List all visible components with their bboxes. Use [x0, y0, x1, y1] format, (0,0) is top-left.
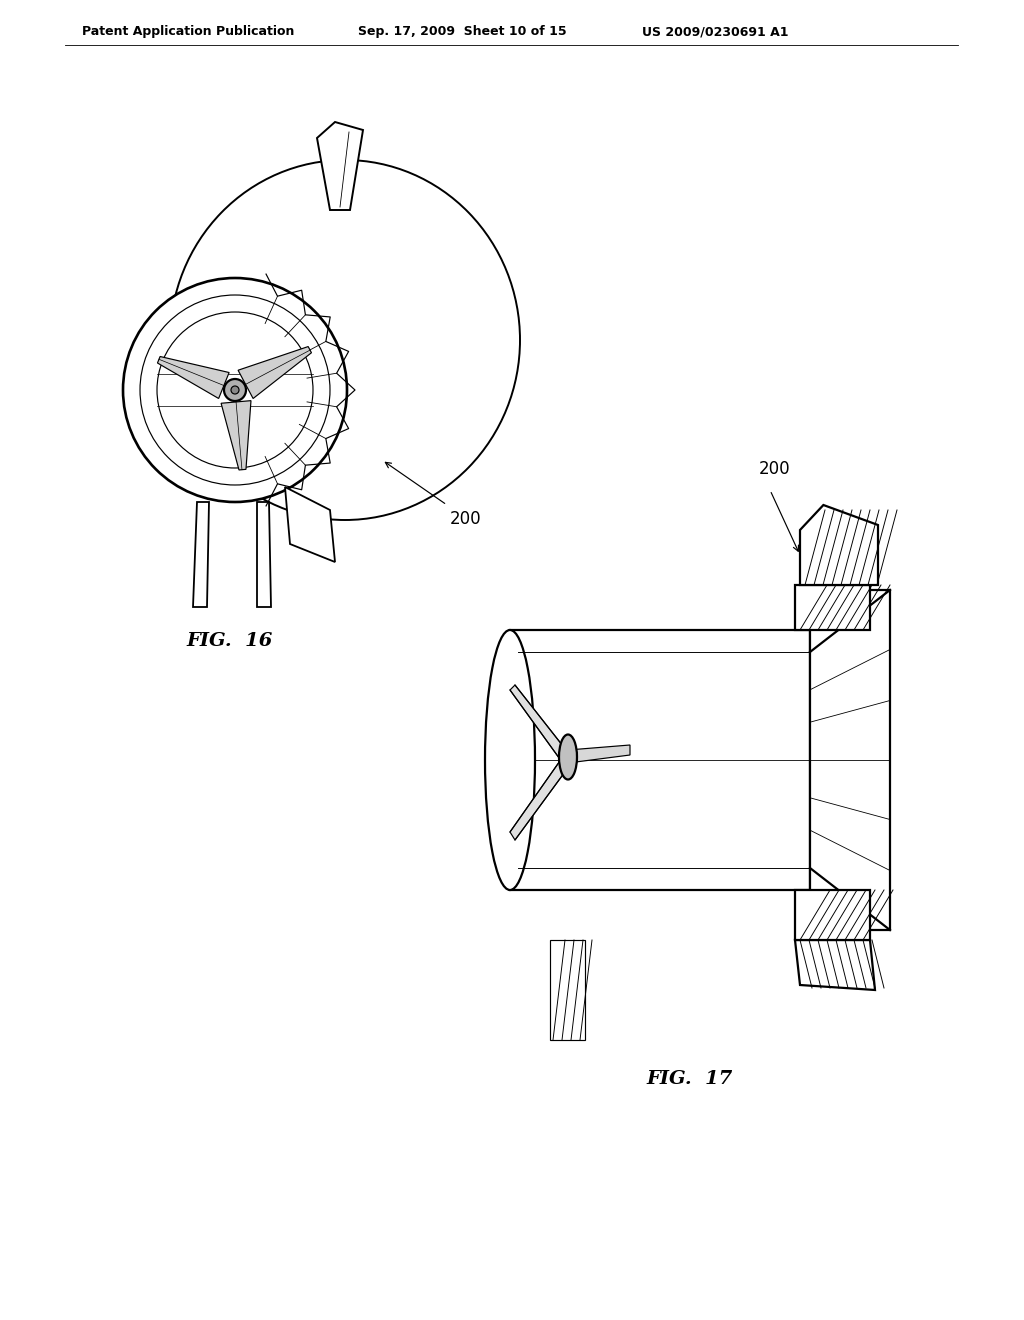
Ellipse shape [157, 312, 313, 469]
Text: Patent Application Publication: Patent Application Publication [82, 25, 294, 38]
Ellipse shape [559, 734, 577, 780]
Polygon shape [257, 502, 271, 607]
Polygon shape [795, 940, 874, 990]
Ellipse shape [485, 630, 535, 890]
Bar [510, 630, 810, 890]
Polygon shape [239, 347, 311, 399]
Polygon shape [193, 502, 209, 607]
Ellipse shape [140, 294, 330, 484]
Bar [795, 585, 870, 630]
Polygon shape [221, 401, 251, 470]
Bar [550, 940, 585, 1040]
Polygon shape [317, 121, 362, 210]
Text: FIG.  17: FIG. 17 [647, 1071, 733, 1088]
Text: US 2009/0230691 A1: US 2009/0230691 A1 [642, 25, 788, 38]
Polygon shape [510, 758, 570, 840]
Polygon shape [285, 487, 335, 562]
Text: 200: 200 [759, 459, 791, 478]
Ellipse shape [170, 160, 520, 520]
Ellipse shape [123, 279, 347, 502]
Polygon shape [158, 356, 229, 399]
Text: FIG.  16: FIG. 16 [186, 632, 273, 649]
Polygon shape [510, 685, 570, 762]
Bar [795, 890, 870, 940]
Bar [810, 590, 890, 931]
Polygon shape [568, 744, 630, 763]
Text: 200: 200 [450, 510, 481, 528]
Ellipse shape [224, 379, 246, 401]
Ellipse shape [231, 385, 239, 393]
Polygon shape [800, 506, 878, 585]
Text: Sep. 17, 2009  Sheet 10 of 15: Sep. 17, 2009 Sheet 10 of 15 [358, 25, 566, 38]
